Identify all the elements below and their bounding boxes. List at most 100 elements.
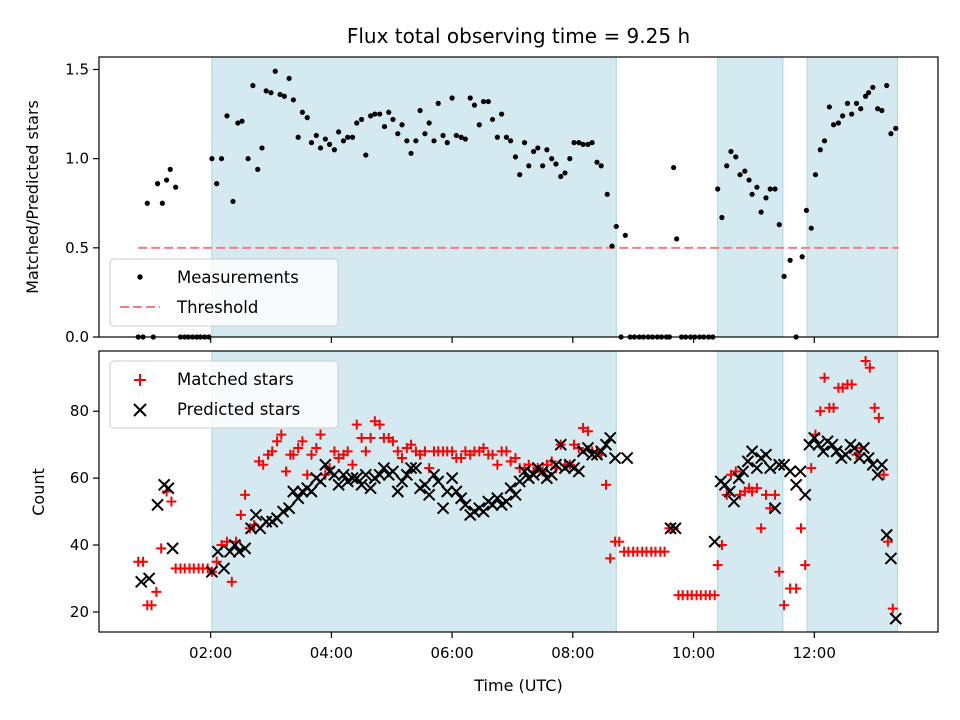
predicted-star-point [789,478,803,492]
measurement-point [239,118,245,124]
measurement-point [862,93,869,99]
matched-star-point [360,446,371,457]
measurement-point [733,154,739,160]
matched-star-point [211,556,222,567]
measurement-point [817,147,823,153]
predicted-stars-legend-marker [133,403,147,417]
ratio-y-axis: 0.0 0.5 1.0 1.5 [65,60,99,346]
measurement-point [485,98,491,105]
measurement-point [526,163,532,169]
measurement-point [558,173,564,180]
ratio-legend-box [109,258,339,327]
measurement-point [159,200,165,206]
measurement-point [345,134,351,140]
matched-star-point [365,432,376,443]
predicted-star-point [211,545,225,558]
measurement-point [340,138,347,144]
predicted-star-point [817,445,830,458]
measurement-point [875,106,881,112]
measurement-point [304,115,310,121]
counts-legend-box [109,360,339,429]
measurement-point [870,84,876,90]
predicted-star-point [880,528,893,542]
ratio-shaded-intervals [211,57,899,337]
predicted-star-point [400,468,414,481]
counts-x-tick-label: 12:00 [793,644,836,662]
matched-star-point [873,412,884,423]
predicted-star-point [422,488,436,502]
measurement-point [812,172,819,178]
predicted-star-point [599,438,613,451]
predicted-star-point [377,461,391,475]
predicted-star-point [830,445,843,458]
measurement-point [395,131,401,137]
measurement-point [787,257,793,263]
measurement-point [879,107,885,114]
measurement-point [209,156,215,162]
measurement-point [803,207,810,213]
measurement-point [799,254,805,260]
matched-star-point [419,446,430,457]
predicted-star-point [509,488,522,502]
predicted-star-point [857,441,870,455]
predicted-star-point [373,468,386,481]
predicted-star-point [718,478,732,492]
matched-star-point [605,553,616,564]
predicted-star-point [594,445,608,458]
predicted-star-point [332,478,345,492]
counts-x-axis: 02:00 04:00 06:00 08:00 10:00 12:00 [189,632,836,662]
counts-x-tick-label: 10:00 [672,644,715,662]
matched-star-point [311,443,322,454]
measurement-point [372,111,378,117]
measurement-point [214,181,220,187]
measurement-point [512,154,519,160]
predicted-star-point [799,488,812,502]
predicted-star-point [875,458,889,471]
measurement-point [508,138,514,144]
measurement-point [571,140,577,146]
predicted-star-point [364,481,377,495]
matched-star-point [791,583,802,594]
measurement-point [503,134,510,140]
counts-x-tick-label: 06:00 [430,644,473,662]
predicted-star-point [244,522,258,535]
measurement-point [467,95,473,101]
predicted-star-point [135,575,148,589]
predicted-star-point [445,471,459,485]
measurement-point [840,113,846,119]
counts-y-tick-label: 80 [70,402,89,420]
measurement-point [476,122,482,128]
measurement-point [830,122,837,128]
predicted-star-point [732,471,746,485]
predicted-star-point [768,502,782,515]
ratio-y-tick-label: 1.5 [65,60,89,78]
predicted-star-point [759,448,773,461]
shaded-interval [807,351,898,632]
matched-star-point [860,356,871,367]
predicted-star-point [151,498,164,512]
measurement-point [277,91,283,98]
matched-star-point [712,560,723,571]
predicted-star-point [328,468,341,481]
matched-star-point [795,523,806,534]
matched-star-point [779,600,790,611]
measurement-point [259,145,265,151]
predicted-star-point [736,465,750,478]
measurement-point [322,136,328,142]
predicted-star-point [871,468,884,481]
measurement-point [498,111,505,117]
predicted-star-point [355,478,368,492]
predicted-star-point [305,485,318,498]
matched-star-point [751,483,762,494]
measurement-point [250,82,256,89]
measurement-point [781,273,787,279]
predicted-star-point [504,481,517,495]
matched-star-point [156,543,167,554]
measurement-point [772,186,778,192]
predicted-star-point [741,455,755,468]
matched-star-point [487,449,498,460]
measurement-point [453,132,459,139]
predicted-star-point [862,451,875,465]
